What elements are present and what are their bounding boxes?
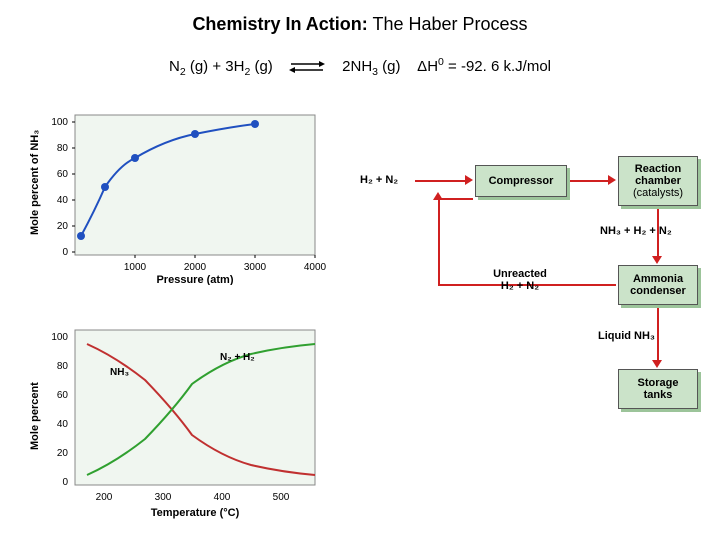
svg-text:40: 40	[57, 195, 69, 206]
svg-text:80: 80	[57, 143, 69, 154]
title-bold: Chemistry In Action:	[192, 14, 367, 34]
chart2-label-nh3: NH₃	[110, 367, 129, 378]
svg-text:300: 300	[155, 492, 172, 503]
chart1-marker	[251, 120, 259, 128]
flow-box-compressor: Compressor	[475, 165, 567, 197]
chart1-marker	[131, 154, 139, 162]
flow-label-unreacted: Unreacted H₂ + N₂	[470, 268, 570, 292]
chart1-y-ticks: 0 20 40 60 80 100	[51, 117, 75, 258]
flow-diagram: H₂ + N₂ Compressor Reaction chamber (cat…	[360, 140, 705, 480]
flow-label-reactor-out: NH₃ + H₂ + N₂	[600, 225, 710, 237]
equilibrium-arrows-icon	[289, 61, 325, 73]
svg-text:4000: 4000	[304, 262, 327, 273]
svg-text:20: 20	[57, 221, 69, 232]
svg-text:1000: 1000	[124, 262, 147, 273]
chart1-x-title: Pressure (atm)	[156, 274, 233, 285]
chart-temperature: 0 20 40 60 80 100 200 300 400 500 Temper…	[20, 320, 330, 520]
page-title: Chemistry In Action: The Haber Process	[0, 14, 720, 35]
title-rest: The Haber Process	[368, 14, 528, 34]
chart2-x-title: Temperature (°C)	[151, 507, 240, 519]
chart1-marker	[77, 232, 85, 240]
flow-label-liquid: Liquid NH₃	[598, 330, 718, 342]
chart2-x-ticks: 200 300 400 500	[96, 492, 290, 503]
svg-text:80: 80	[57, 361, 69, 372]
svg-text:100: 100	[51, 117, 68, 128]
svg-text:60: 60	[57, 390, 69, 401]
svg-text:20: 20	[57, 448, 69, 459]
svg-text:40: 40	[57, 419, 69, 430]
svg-text:60: 60	[57, 169, 69, 180]
svg-text:2000: 2000	[184, 262, 207, 273]
chart1-y-title: Mole percent of NH₃	[29, 130, 41, 235]
chart1-x-ticks: 1000 2000 3000 4000	[124, 255, 327, 273]
chart2-y-ticks: 0 20 40 60 80 100	[51, 332, 68, 488]
flow-box-condenser: Ammonia condenser	[618, 265, 698, 305]
svg-text:0: 0	[62, 247, 68, 258]
chart1-marker	[191, 130, 199, 138]
chart2-label-n2h2: N₂ + H₂	[220, 352, 255, 363]
flow-box-storage: Storage tanks	[618, 369, 698, 409]
svg-text:200: 200	[96, 492, 113, 503]
flow-box-reactor: Reaction chamber (catalysts)	[618, 156, 698, 206]
chart-pressure: 0 20 40 60 80 100 1000 2000 3000 4000 Pr…	[20, 105, 330, 285]
chart1-marker	[101, 183, 109, 191]
chart2-y-title: Mole percent	[29, 382, 41, 450]
svg-text:3000: 3000	[244, 262, 267, 273]
svg-text:100: 100	[51, 332, 68, 343]
svg-text:0: 0	[62, 477, 68, 488]
flow-input-label: H₂ + N₂	[360, 174, 398, 186]
svg-text:400: 400	[214, 492, 231, 503]
reaction-equation: N2 (g) + 3H2 (g) 2NH3 (g) ΔH0 = -92. 6 k…	[0, 56, 720, 78]
svg-text:500: 500	[273, 492, 290, 503]
